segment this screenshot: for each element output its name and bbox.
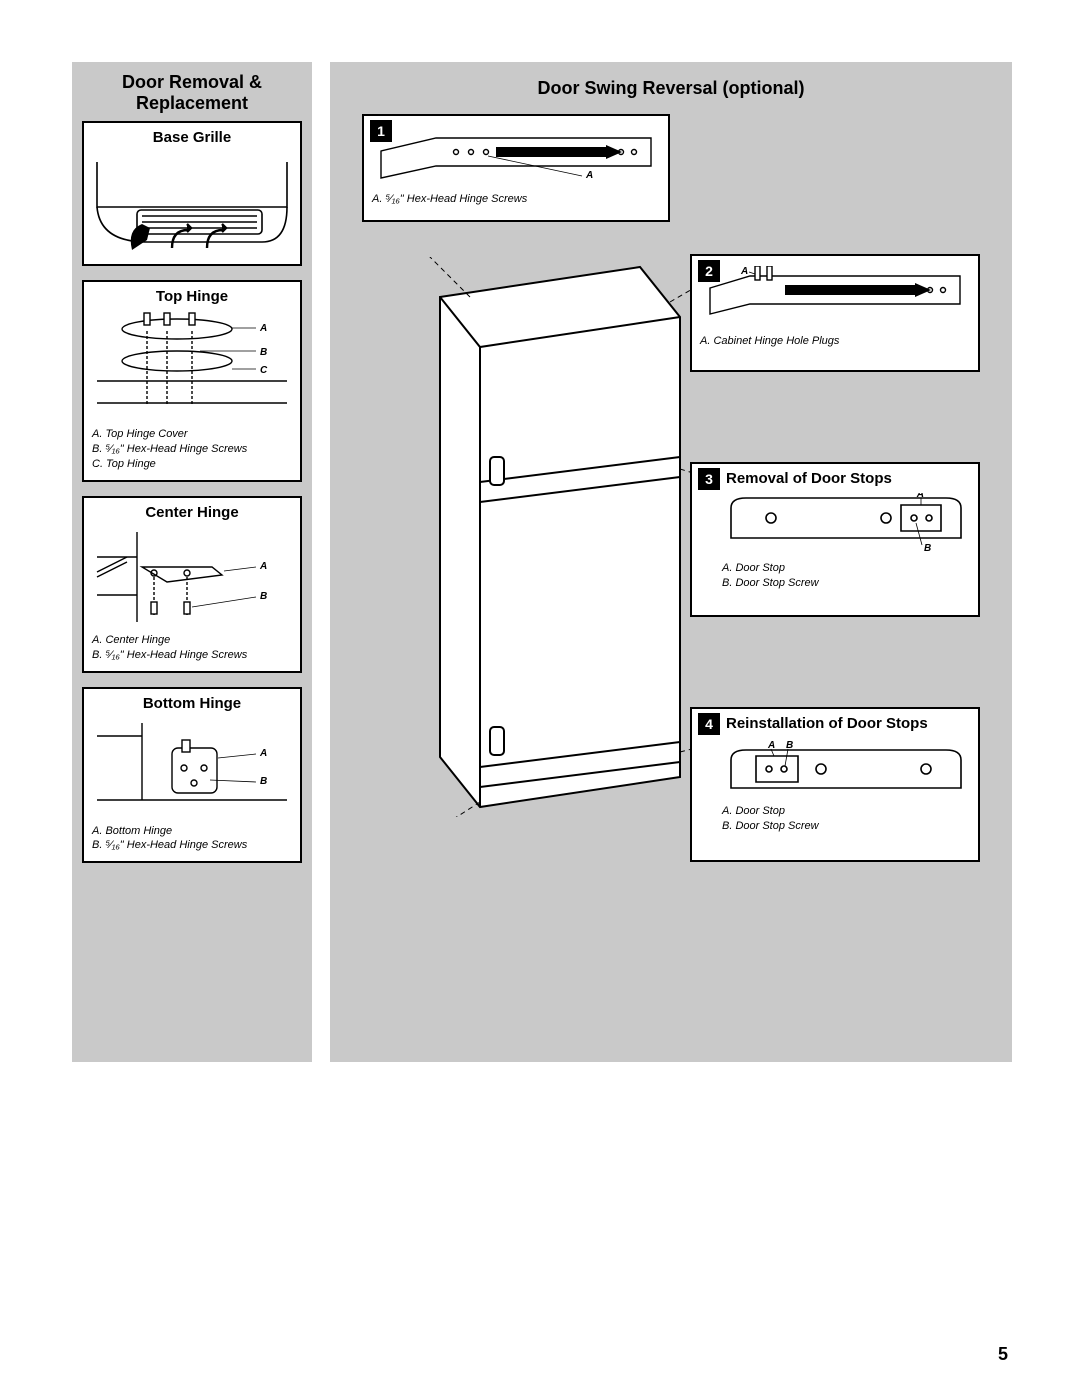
legend-line: A. Door Stop — [722, 561, 970, 576]
legend-line: A. Door Stop — [722, 804, 970, 819]
legend-line: B. Door Stop Screw — [722, 576, 970, 591]
legend-line: B. ⁵⁄₁₆" Hex-Head Hinge Screws — [92, 838, 292, 853]
base-grille-card: Base Grille — [82, 121, 302, 266]
page-number: 5 — [998, 1344, 1008, 1365]
bottom-hinge-diagram: A B — [92, 718, 292, 818]
refrigerator-diagram — [380, 257, 710, 817]
step1-diagram: A — [376, 126, 656, 186]
step2-card: A A. Cabinet Hinge Hole Plugs — [690, 254, 980, 372]
step-badge-2: 2 — [698, 260, 720, 282]
step2-diagram: A — [705, 266, 965, 328]
legend: A. Top Hinge Cover B. ⁵⁄₁₆" Hex-Head Hin… — [92, 427, 292, 472]
step3-diagram: A B — [726, 493, 966, 555]
step1-card: A A. ⁵⁄₁₆" Hex-Head Hinge Screws — [362, 114, 670, 222]
step3-card: Removal of Door Stops A B — [690, 462, 980, 617]
step4-card: Reinstallation of Door Stops A B — [690, 707, 980, 862]
legend: A. Door Stop B. Door Stop Screw — [722, 804, 970, 834]
title-line: Door Removal & — [122, 72, 262, 92]
legend-line: A. ⁵⁄₁₆" Hex-Head Hinge Screws — [372, 192, 660, 207]
center-hinge-diagram: A B — [92, 527, 292, 627]
legend-line: B. Door Stop Screw — [722, 819, 970, 834]
right-panel-title: Door Swing Reversal (optional) — [330, 68, 1012, 107]
card-title: Top Hinge — [92, 288, 292, 305]
door-swing-panel: Door Swing Reversal (optional) — [330, 62, 1012, 1062]
legend-line: A. Bottom Hinge — [92, 824, 292, 839]
card-title: Removal of Door Stops — [726, 470, 970, 487]
legend-line: A. Center Hinge — [92, 633, 292, 648]
svg-text:A: A — [740, 266, 748, 277]
legend-line: A. Top Hinge Cover — [92, 427, 292, 442]
left-panel-title: Door Removal & Replacement — [72, 62, 312, 121]
legend-line: C. Top Hinge — [92, 457, 292, 472]
bottom-hinge-card: Bottom Hinge A B A. Bottom Hing — [82, 687, 302, 864]
title-line: Replacement — [136, 93, 248, 113]
card-title: Bottom Hinge — [92, 695, 292, 712]
legend: A. Door Stop B. Door Stop Screw — [722, 561, 970, 591]
card-title: Base Grille — [92, 129, 292, 146]
svg-text:A: A — [585, 170, 593, 181]
door-removal-panel: Door Removal & Replacement Base Grille — [72, 62, 312, 1062]
step-badge-4: 4 — [698, 713, 720, 735]
step-badge-1: 1 — [370, 120, 392, 142]
legend-line: A. Cabinet Hinge Hole Plugs — [700, 334, 970, 349]
legend: A. Cabinet Hinge Hole Plugs — [700, 334, 970, 349]
legend-line: B. ⁵⁄₁₆" Hex-Head Hinge Screws — [92, 442, 292, 457]
base-grille-diagram — [92, 152, 292, 250]
svg-text:A: A — [259, 323, 267, 334]
legend: A. Bottom Hinge B. ⁵⁄₁₆" Hex-Head Hinge … — [92, 824, 292, 854]
svg-text:C: C — [260, 365, 268, 376]
svg-text:B: B — [260, 347, 267, 358]
svg-text:A: A — [259, 748, 267, 759]
legend-line: B. ⁵⁄₁₆" Hex-Head Hinge Screws — [92, 648, 292, 663]
step4-diagram: A B — [726, 738, 966, 798]
svg-text:B: B — [924, 543, 931, 554]
legend: A. ⁵⁄₁₆" Hex-Head Hinge Screws — [372, 192, 660, 207]
card-title: Reinstallation of Door Stops — [726, 715, 970, 732]
legend: A. Center Hinge B. ⁵⁄₁₆" Hex-Head Hinge … — [92, 633, 292, 663]
card-title: Center Hinge — [92, 504, 292, 521]
center-hinge-card: Center Hinge A — [82, 496, 302, 673]
svg-text:A: A — [916, 493, 924, 500]
svg-text:B: B — [260, 776, 267, 787]
top-hinge-diagram: A B C — [92, 311, 292, 421]
top-hinge-card: Top Hinge A B — [82, 280, 302, 482]
page: Door Removal & Replacement Base Grille — [72, 62, 1012, 1292]
svg-text:A: A — [259, 561, 267, 572]
svg-text:B: B — [260, 591, 267, 602]
step-badge-3: 3 — [698, 468, 720, 490]
svg-text:B: B — [786, 740, 793, 751]
